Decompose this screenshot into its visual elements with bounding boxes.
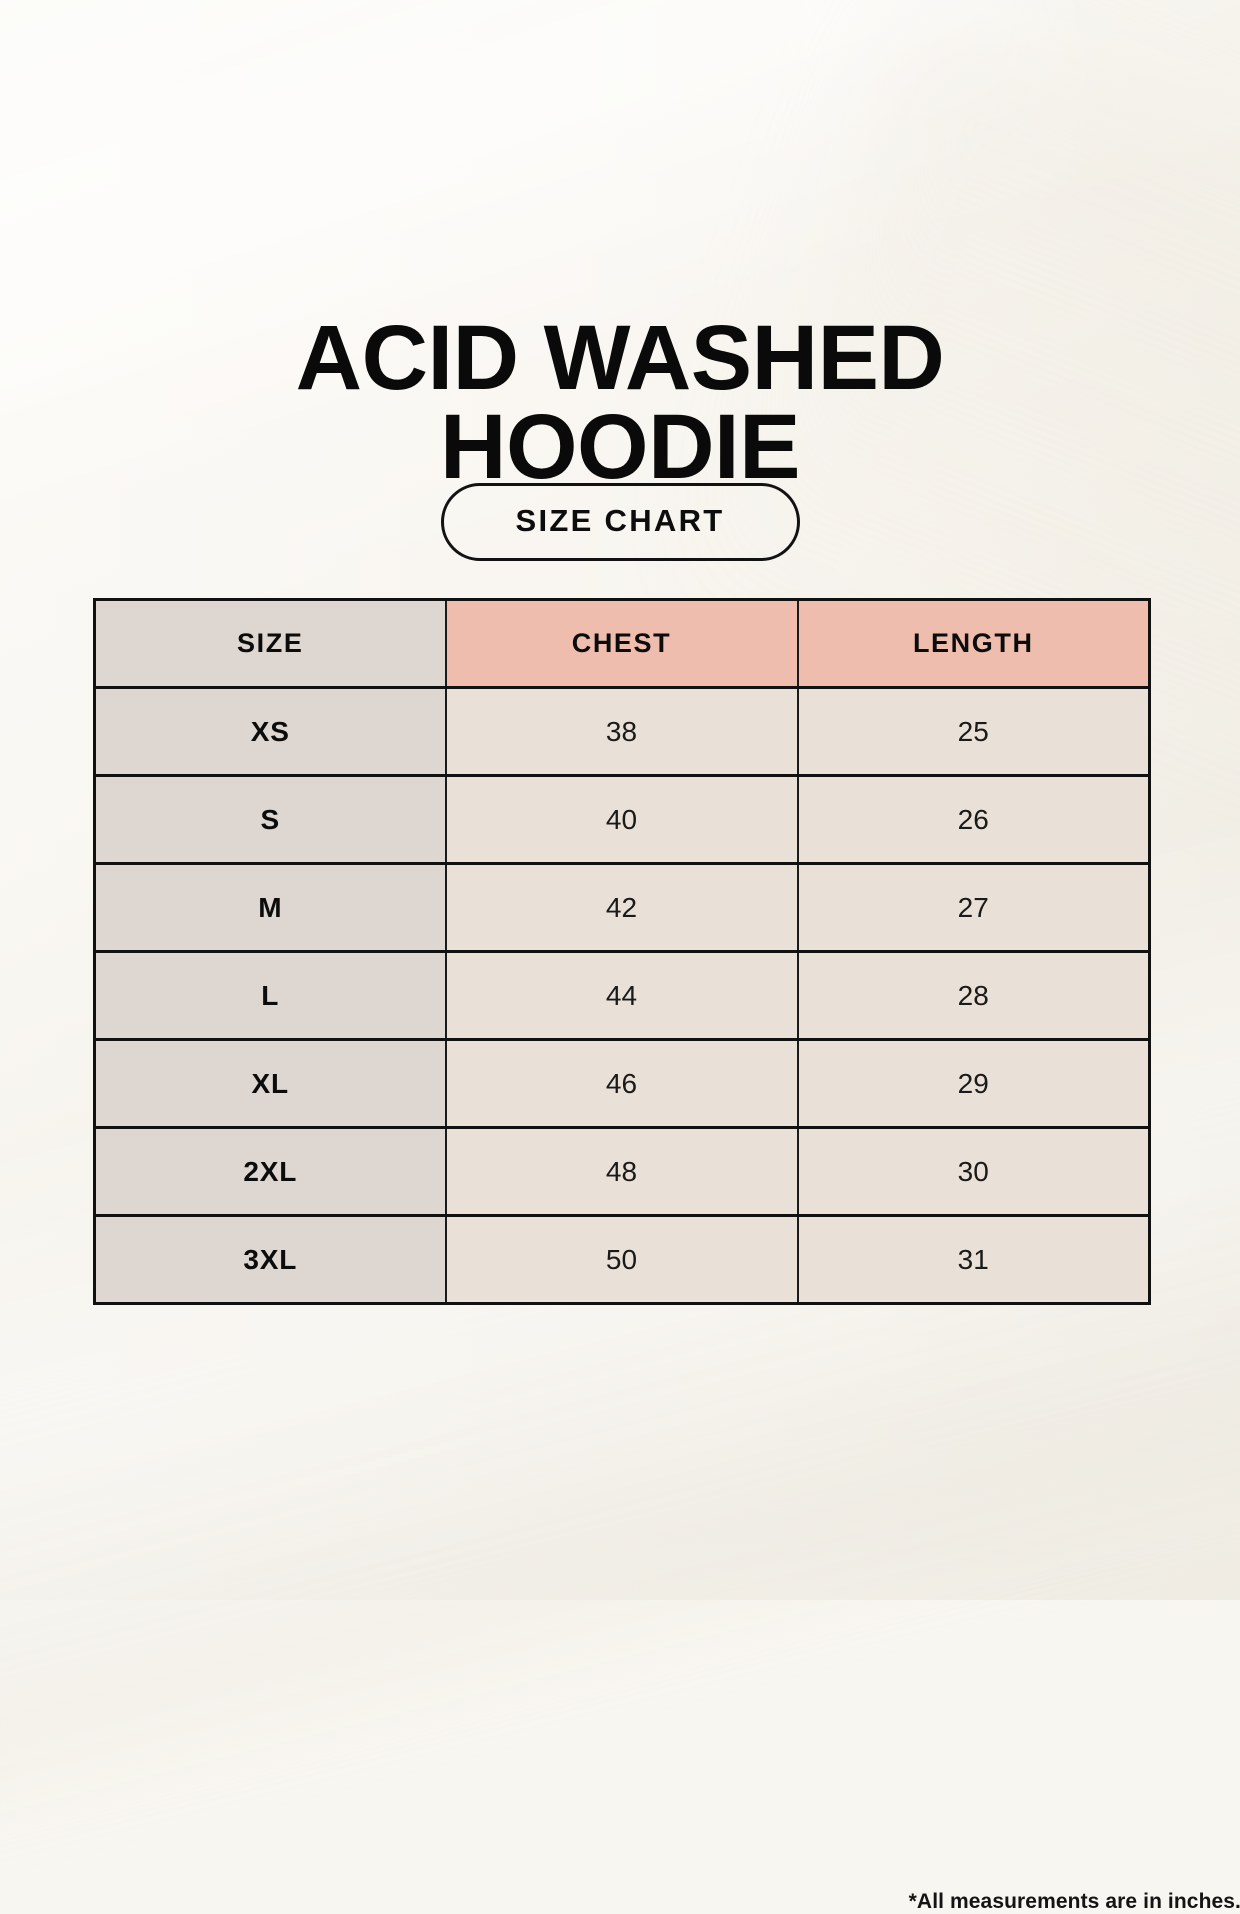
size-table-wrap: SIZE CHEST LENGTH XS 38 25 S 40 26 xyxy=(93,598,1240,1913)
column-header-length: LENGTH xyxy=(797,599,1150,689)
cell-length: 27 xyxy=(797,863,1150,953)
cell-chest: 40 xyxy=(445,775,799,865)
cell-length: 26 xyxy=(797,775,1150,865)
size-table-body: XS 38 25 S 40 26 M 42 27 L xyxy=(94,687,1150,1304)
table-row: M 42 27 xyxy=(94,863,1150,953)
cell-chest: 38 xyxy=(445,687,799,777)
cell-chest: 44 xyxy=(445,951,799,1041)
cell-length: 28 xyxy=(797,951,1150,1041)
cell-size: 3XL xyxy=(94,1215,447,1304)
cell-chest: 46 xyxy=(445,1039,799,1129)
cell-size: L xyxy=(94,951,447,1041)
cell-size: 2XL xyxy=(94,1127,447,1217)
size-table: SIZE CHEST LENGTH XS 38 25 S 40 26 xyxy=(93,598,1151,1305)
size-chart-badge: SIZE CHART xyxy=(440,483,800,561)
cell-chest: 50 xyxy=(445,1215,799,1304)
cell-size: M xyxy=(94,863,447,953)
cell-length: 31 xyxy=(797,1215,1150,1304)
cell-length: 30 xyxy=(797,1127,1150,1217)
cell-size: XS xyxy=(94,687,447,777)
table-row: 3XL 50 31 xyxy=(94,1215,1150,1304)
cell-size: S xyxy=(94,775,447,865)
table-row: XL 46 29 xyxy=(94,1039,1150,1129)
page-title: ACID WASHED HOODIE xyxy=(295,306,945,498)
cell-length: 25 xyxy=(797,687,1150,777)
table-header-row: SIZE CHEST LENGTH xyxy=(94,599,1150,689)
cell-size: XL xyxy=(94,1039,447,1129)
cell-length: 29 xyxy=(797,1039,1150,1129)
size-chart-badge-wrap: SIZE CHART xyxy=(0,483,1240,561)
cell-chest: 48 xyxy=(445,1127,799,1217)
column-header-chest: CHEST xyxy=(445,599,799,689)
table-row: L 44 28 xyxy=(94,951,1150,1041)
measurements-footnote: *All measurements are in inches. xyxy=(908,1890,1240,1913)
cell-chest: 42 xyxy=(445,863,799,953)
table-row: XS 38 25 xyxy=(94,687,1150,777)
table-row: S 40 26 xyxy=(94,775,1150,865)
table-row: 2XL 48 30 xyxy=(94,1127,1150,1217)
column-header-size: SIZE xyxy=(94,599,447,689)
